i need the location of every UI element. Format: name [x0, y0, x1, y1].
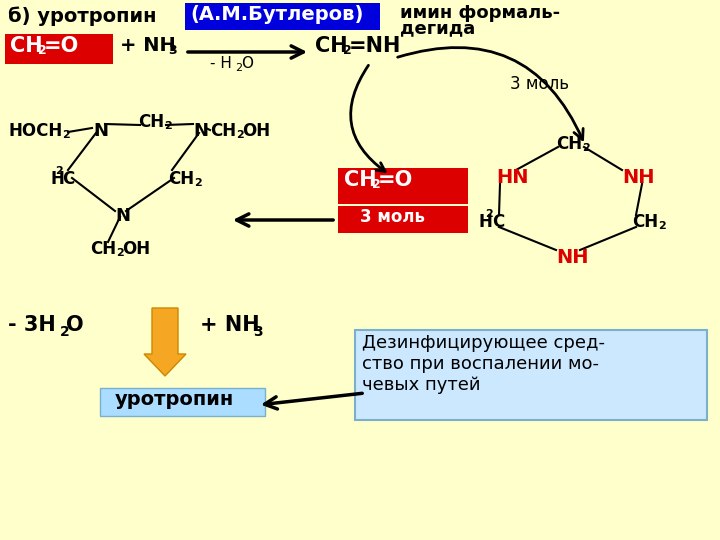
Text: C: C	[492, 213, 504, 231]
Text: 3 моль: 3 моль	[510, 75, 569, 93]
Text: CH: CH	[315, 36, 348, 56]
Text: H: H	[479, 213, 493, 231]
Text: CH: CH	[10, 36, 42, 56]
Bar	[5, 34, 113, 64]
Text: CH: CH	[344, 170, 377, 190]
Text: 2: 2	[116, 248, 124, 258]
Text: дегида: дегида	[400, 19, 475, 37]
Text: 2: 2	[55, 166, 63, 176]
Text: =O: =O	[44, 36, 79, 56]
Text: CH: CH	[210, 122, 236, 140]
Text: H: H	[50, 170, 64, 188]
Text: C: C	[62, 170, 74, 188]
Text: =NH: =NH	[349, 36, 401, 56]
Text: OH: OH	[242, 122, 270, 140]
Text: 2: 2	[235, 63, 242, 73]
Bar	[185, 3, 380, 30]
Text: 2: 2	[658, 221, 666, 231]
Text: + NH: + NH	[200, 315, 260, 335]
Bar	[100, 388, 265, 416]
Text: HOCH: HOCH	[8, 122, 62, 140]
Text: 2: 2	[343, 44, 352, 57]
Text: уротропин: уротропин	[115, 390, 234, 409]
Text: 3: 3	[253, 325, 263, 339]
Text: 2: 2	[62, 130, 70, 140]
Text: CH: CH	[632, 213, 658, 231]
Text: O: O	[241, 56, 253, 71]
Text: - H: - H	[210, 56, 232, 71]
Bar	[338, 206, 468, 233]
Text: CH: CH	[556, 135, 582, 153]
Text: 2: 2	[485, 209, 492, 219]
Text: N: N	[93, 122, 108, 140]
Text: HN: HN	[496, 168, 528, 187]
Text: N: N	[193, 122, 208, 140]
Text: 2: 2	[164, 121, 172, 131]
Text: 2: 2	[194, 178, 202, 188]
Text: 2: 2	[60, 325, 70, 339]
Text: CH: CH	[138, 113, 164, 131]
Text: NH: NH	[556, 248, 588, 267]
Text: 3: 3	[168, 44, 176, 57]
Text: 2: 2	[236, 130, 244, 140]
Text: б) уротропин: б) уротропин	[8, 6, 156, 25]
FancyArrow shape	[144, 308, 186, 376]
Text: CH: CH	[90, 240, 116, 258]
Text: CH: CH	[168, 170, 194, 188]
Text: =O: =O	[378, 170, 413, 190]
Text: 3 моль: 3 моль	[360, 208, 425, 226]
Text: 2: 2	[582, 143, 590, 153]
Text: - 3H: - 3H	[8, 315, 55, 335]
Text: 2: 2	[38, 44, 47, 57]
Text: 2: 2	[372, 178, 381, 191]
Text: Дезинфицирующее сред-
ство при воспалении мо-
чевых путей: Дезинфицирующее сред- ство при воспалени…	[362, 334, 605, 394]
Text: (А.М.Бутлеров): (А.М.Бутлеров)	[190, 5, 364, 24]
Bar	[338, 168, 468, 204]
Text: O: O	[66, 315, 84, 335]
Text: OH: OH	[122, 240, 150, 258]
Text: NH: NH	[622, 168, 654, 187]
Text: имин формаль-: имин формаль-	[400, 4, 560, 22]
Bar	[355, 330, 707, 420]
Text: + NH: + NH	[120, 36, 176, 55]
Text: N: N	[115, 207, 130, 225]
